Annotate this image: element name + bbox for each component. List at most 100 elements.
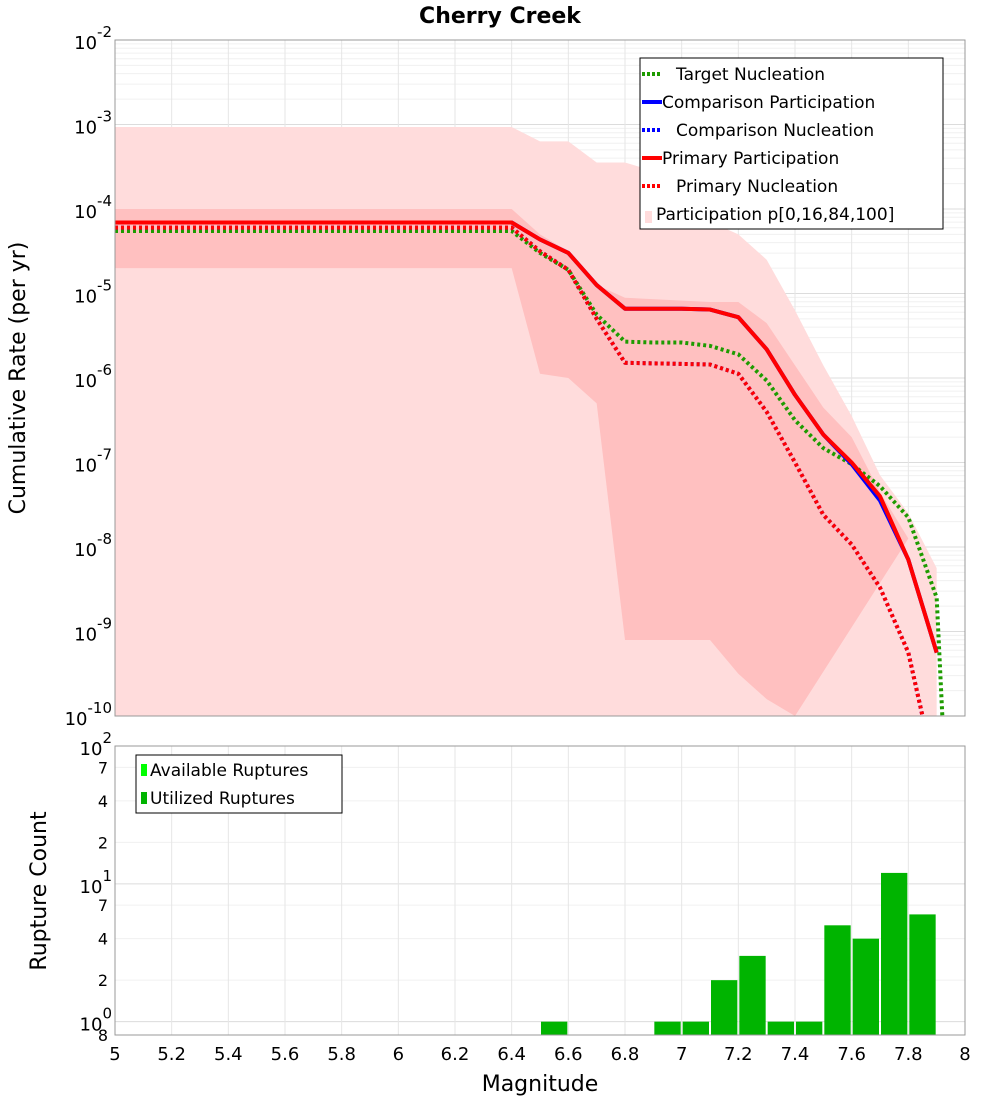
bar-utilized-ruptures <box>541 1021 568 1035</box>
x-tick-label: 5.6 <box>271 1044 300 1065</box>
x-axis-ticks: 5 5.2 5.4 5.6 5.8 6 6.2 6.4 6.6 6.8 7 7.2 7.4 7.6 7.8 8 <box>109 1044 970 1065</box>
x-tick-label: 6.4 <box>497 1044 526 1065</box>
rate-y-tick-label: 10-4 <box>74 192 112 223</box>
tick-base: 10 <box>65 709 88 730</box>
band-participation-p-16-84- <box>115 209 909 716</box>
x-tick-label: 5 <box>109 1044 120 1065</box>
bar-utilized-ruptures <box>654 1021 681 1035</box>
bar-utilized-ruptures <box>682 1021 709 1035</box>
count-legend: Available Ruptures Utilized Ruptures <box>135 754 343 814</box>
rate-y-ticks: 10-210-310-410-510-610-710-810-910-10 <box>65 23 112 730</box>
count-y-minor-tick-label: 4 <box>98 930 108 949</box>
legend-comparison-participation-label: Comparison Participation <box>662 93 875 113</box>
legend-comparison-nucleation-label: Comparison Nucleation <box>676 121 874 141</box>
legend-target-nucleation-label: Target Nucleation <box>675 65 825 85</box>
x-tick-label: 7.6 <box>837 1044 866 1065</box>
tick-exponent: -10 <box>88 699 113 717</box>
tick-base: 10 <box>74 287 97 308</box>
x-tick-label: 7.2 <box>724 1044 753 1065</box>
count-y-minor-tick-label: 2 <box>98 833 108 852</box>
legend-participation-p-0-16-84-100--swatch <box>645 211 652 223</box>
bar-utilized-ruptures <box>881 872 908 1035</box>
count-y-minor-tick-label: 7 <box>98 758 108 777</box>
bar-utilized-ruptures <box>824 925 851 1035</box>
count-y-major-tick-label: 100 <box>80 1005 112 1036</box>
rate-legend-box <box>639 57 944 230</box>
x-tick-label: 8 <box>959 1044 970 1065</box>
bar-utilized-ruptures <box>796 1021 823 1035</box>
tick-exponent: -5 <box>97 277 112 295</box>
count-y-major-tick-label: 101 <box>80 867 112 898</box>
x-tick-label: 6.8 <box>611 1044 640 1065</box>
count-bars <box>541 872 936 1035</box>
x-tick-label: 5.8 <box>327 1044 356 1065</box>
chart-title: Cherry Creek <box>419 4 582 29</box>
count-y-minor-tick-label: 2 <box>98 971 108 990</box>
x-tick-label: 5.2 <box>157 1044 186 1065</box>
series-primary-participation <box>115 220 939 654</box>
legend-primary-nucleation-label: Primary Nucleation <box>676 177 838 197</box>
tick-exponent: -9 <box>97 615 112 633</box>
rate-y-axis-label: Cumulative Rate (per yr) <box>6 242 31 515</box>
bar-utilized-ruptures <box>852 938 879 1035</box>
count-plot-frame <box>114 745 966 1036</box>
rate-plot-frame <box>114 39 966 717</box>
legend-available-ruptures-label: Available Ruptures <box>150 761 308 781</box>
rate-y-tick-label: 10-8 <box>74 530 112 561</box>
bar-utilized-ruptures <box>739 955 766 1035</box>
rate-bands <box>115 127 965 716</box>
tick-exponent: 1 <box>102 867 112 885</box>
tick-base: 10 <box>74 33 97 54</box>
tick-exponent: -2 <box>97 23 112 41</box>
count-y-minor-tick-label: 7 <box>98 896 108 915</box>
rate-y-tick-label: 10-5 <box>74 277 112 308</box>
tick-exponent: -8 <box>97 530 112 548</box>
count-y-major-tick-label: 102 <box>80 729 112 760</box>
tick-base: 10 <box>74 118 97 139</box>
rate-y-tick-label: 10-3 <box>74 108 112 139</box>
count-legend-box <box>135 754 343 814</box>
rate-y-tick-label: 10-10 <box>65 699 112 730</box>
tick-base: 10 <box>74 625 97 646</box>
x-tick-label: 7.8 <box>894 1044 923 1065</box>
rate-lines <box>115 220 945 717</box>
legend-utilized-ruptures-label: Utilized Ruptures <box>150 789 295 809</box>
bar-utilized-ruptures <box>767 1021 794 1035</box>
count-y-minor-tick-label: 8 <box>98 1026 108 1045</box>
series-primary-nucleation <box>115 225 925 717</box>
legend-primary-participation-label: Primary Participation <box>662 149 839 169</box>
x-tick-label: 6 <box>393 1044 404 1065</box>
rate-y-tick-label: 10-7 <box>74 446 112 477</box>
bar-utilized-ruptures <box>909 914 936 1035</box>
rate-y-tick-label: 10-2 <box>74 23 112 54</box>
rate-panel: 10-210-310-410-510-610-710-810-910-10 Cu… <box>6 23 966 730</box>
tick-base: 10 <box>80 877 103 898</box>
rate-y-tick-label: 10-6 <box>74 361 112 392</box>
tick-exponent: -4 <box>97 192 112 210</box>
rate-legend: Target Nucleation Comparison Participatio… <box>639 57 944 230</box>
count-y-axis-label: Rupture Count <box>27 811 52 971</box>
count-y-minor-tick-label: 4 <box>98 792 108 811</box>
x-tick-label: 5.4 <box>214 1044 243 1065</box>
tick-base: 10 <box>74 540 97 561</box>
legend-participation-p-0-16-84-100--label: Participation p[0,16,84,100] <box>656 205 894 225</box>
tick-exponent: 2 <box>102 729 112 747</box>
rate-y-tick-label: 10-9 <box>74 615 112 646</box>
bar-utilized-ruptures <box>711 980 738 1035</box>
legend-available-ruptures-swatch <box>141 764 147 776</box>
tick-exponent: -6 <box>97 361 112 379</box>
tick-base: 10 <box>74 371 97 392</box>
tick-exponent: -7 <box>97 446 112 464</box>
tick-base: 10 <box>74 202 97 223</box>
x-tick-label: 7.4 <box>781 1044 810 1065</box>
tick-base: 10 <box>80 739 103 760</box>
tick-exponent: -3 <box>97 108 112 126</box>
legend-utilized-ruptures-swatch <box>141 792 147 804</box>
tick-exponent: 0 <box>102 1005 112 1023</box>
tick-base: 10 <box>80 1015 103 1036</box>
x-axis-label: Magnitude <box>482 1072 599 1097</box>
x-tick-label: 6.2 <box>441 1044 470 1065</box>
